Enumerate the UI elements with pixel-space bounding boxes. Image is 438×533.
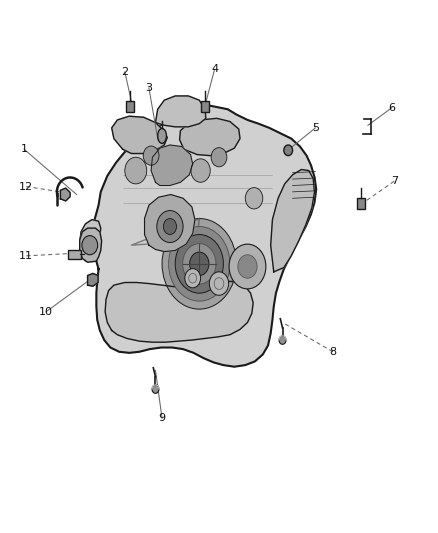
Polygon shape xyxy=(155,96,206,127)
Text: 3: 3 xyxy=(145,83,152,93)
Text: 10: 10 xyxy=(39,307,53,317)
Circle shape xyxy=(125,157,147,184)
FancyBboxPatch shape xyxy=(68,250,81,259)
Ellipse shape xyxy=(158,128,166,143)
Circle shape xyxy=(190,252,209,276)
Circle shape xyxy=(82,236,98,255)
Text: 9: 9 xyxy=(159,414,166,423)
Circle shape xyxy=(191,159,210,182)
Circle shape xyxy=(157,211,183,243)
Polygon shape xyxy=(80,220,101,261)
Polygon shape xyxy=(180,118,240,156)
Polygon shape xyxy=(145,195,195,252)
Bar xyxy=(201,101,209,112)
Text: 8: 8 xyxy=(329,347,336,357)
Circle shape xyxy=(162,219,237,309)
Circle shape xyxy=(284,145,293,156)
Bar xyxy=(357,198,365,209)
Circle shape xyxy=(209,272,229,295)
Circle shape xyxy=(152,385,159,393)
Text: 6: 6 xyxy=(389,103,396,112)
Bar xyxy=(126,101,134,112)
Circle shape xyxy=(175,235,223,293)
Circle shape xyxy=(163,219,177,235)
Text: 7: 7 xyxy=(391,176,398,186)
Polygon shape xyxy=(80,228,102,262)
Circle shape xyxy=(211,148,227,167)
Polygon shape xyxy=(60,188,70,201)
Circle shape xyxy=(143,146,159,165)
Polygon shape xyxy=(271,169,314,272)
Text: 11: 11 xyxy=(19,251,33,261)
Text: 4: 4 xyxy=(211,64,218,74)
Circle shape xyxy=(279,336,286,344)
Polygon shape xyxy=(92,104,316,367)
Polygon shape xyxy=(88,273,98,286)
Polygon shape xyxy=(105,281,253,342)
Text: 2: 2 xyxy=(121,67,128,77)
Circle shape xyxy=(169,227,230,301)
Circle shape xyxy=(245,188,263,209)
Text: 12: 12 xyxy=(19,182,33,191)
Text: 5: 5 xyxy=(312,123,319,133)
Circle shape xyxy=(185,269,201,288)
Polygon shape xyxy=(112,116,167,154)
Circle shape xyxy=(229,244,266,289)
Polygon shape xyxy=(151,145,193,185)
Circle shape xyxy=(183,244,216,284)
Text: 1: 1 xyxy=(21,144,28,154)
Circle shape xyxy=(238,255,257,278)
